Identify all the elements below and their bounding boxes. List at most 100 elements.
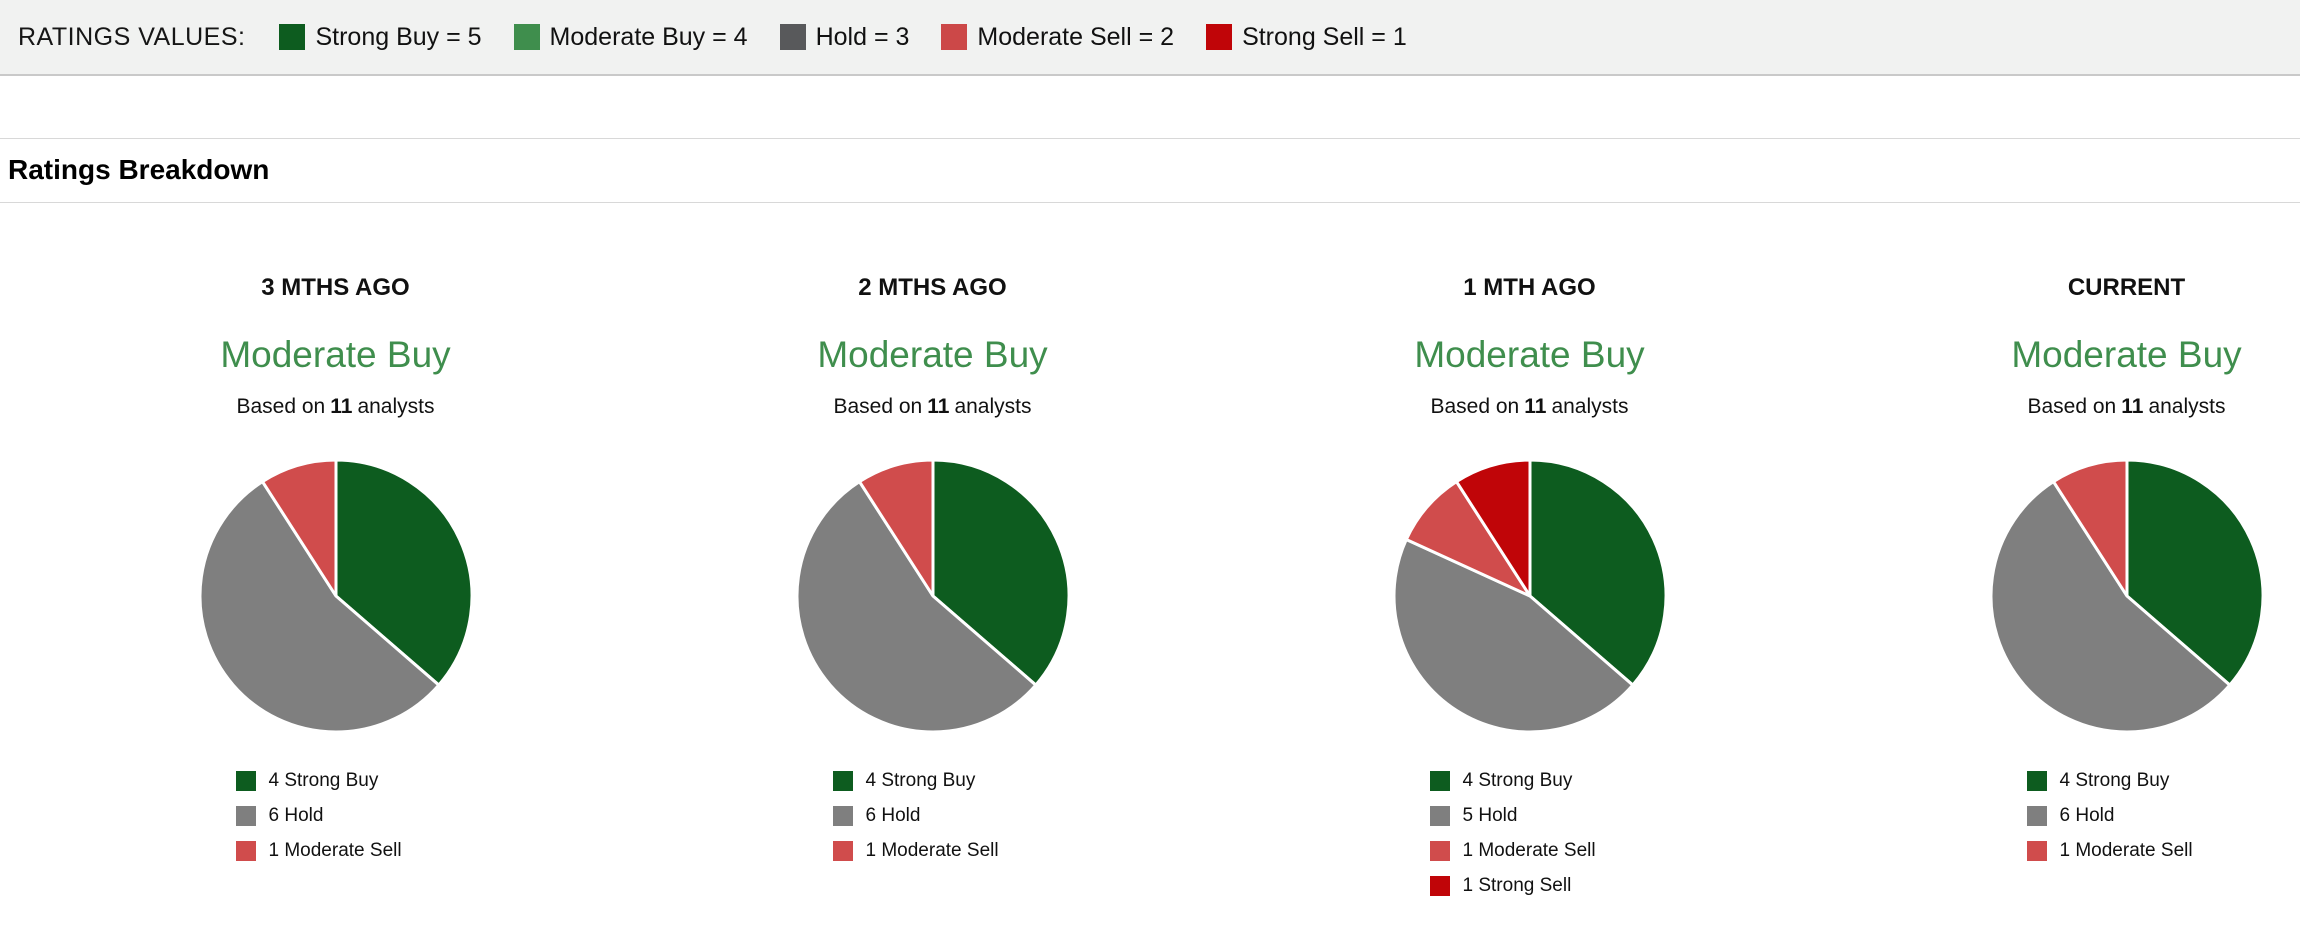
ratings-values-bar: RATINGS VALUES: Strong Buy = 5 Moderate …	[0, 0, 2300, 76]
pie-slice-hold	[794, 480, 1037, 734]
legend-label: 1 Moderate Sell	[268, 839, 402, 861]
legend-item: 1 Moderate Sell	[1429, 833, 1630, 868]
analyst-count-line: Based on 11 analysts	[634, 394, 1231, 420]
legend-item: 1 Strong Sell	[1429, 868, 1630, 903]
ratings-pie-chart	[197, 458, 473, 734]
legend-label: 4 Strong Buy	[1462, 769, 1573, 791]
strong-buy-swatch-icon	[279, 24, 306, 50]
analysts-text: analysts	[2148, 395, 2226, 418]
legend-swatch-icon	[1429, 840, 1450, 861]
moderate-sell-swatch-icon	[941, 24, 968, 50]
legend-label: 4 Strong Buy	[865, 769, 976, 791]
rating-value-item-moderate-sell: Moderate Sell = 2	[941, 23, 1174, 52]
consensus-rating: Moderate Buy	[220, 334, 451, 375]
ratings-breakdown-columns: 3 MTHS AGO Moderate Buy Based on 11 analys…	[37, 203, 2300, 903]
rating-value-text: Moderate Buy = 4	[549, 22, 748, 51]
based-on-text: Based on	[236, 395, 326, 418]
pie-slice-hold	[197, 480, 440, 734]
legend-item: 6 Hold	[2026, 798, 2227, 833]
consensus-rating: Moderate Buy	[817, 334, 1048, 375]
ratings-column-2-mths-ago: 2 MTHS AGO Moderate Buy Based on 11 analys…	[634, 203, 1231, 903]
period-heading: 2 MTHS AGO	[858, 274, 1007, 301]
analyst-count: 11	[330, 395, 353, 418]
period-heading: 3 MTHS AGO	[261, 274, 410, 301]
legend-item: 6 Hold	[832, 798, 1033, 833]
rating-value-item-hold: Hold = 3	[779, 22, 910, 52]
legend-label: 4 Strong Buy	[268, 769, 379, 791]
ratings-values-label: RATINGS VALUES:	[18, 22, 246, 51]
rating-value-item-moderate-buy: Moderate Buy = 4	[513, 22, 748, 52]
analyst-count: 11	[1524, 395, 1547, 418]
legend-swatch-icon	[1429, 875, 1450, 896]
pie-slice-strong-buy	[931, 458, 1070, 687]
pie-slice-strong-sell	[1454, 458, 1531, 598]
consensus-rating: Moderate Buy	[2011, 334, 2242, 375]
legend-label: 1 Moderate Sell	[865, 839, 999, 861]
legend-label: 6 Hold	[865, 804, 921, 826]
analyst-count: 11	[2121, 395, 2144, 418]
legend-item: 5 Hold	[1429, 798, 1630, 833]
legend-item: 1 Moderate Sell	[235, 833, 436, 868]
rating-value-item-strong-sell: Strong Sell = 1	[1206, 23, 1407, 52]
pie-slice-moderate-sell	[260, 458, 337, 598]
rating-value-text: Strong Buy = 5	[315, 22, 482, 51]
pie-slice-hold	[1392, 538, 1634, 734]
based-on-text: Based on	[2027, 395, 2117, 418]
legend-item: 4 Strong Buy	[2026, 763, 2227, 798]
pie-slice-strong-buy	[2125, 458, 2264, 687]
legend-label: 6 Hold	[268, 804, 324, 826]
pie-legend: 4 Strong Buy 5 Hold 1 Moderate Sell 1 Stron…	[1429, 763, 1630, 903]
legend-label: 4 Strong Buy	[2059, 769, 2170, 791]
period-heading: 1 MTH AGO	[1463, 274, 1596, 301]
analyst-count-line: Based on 11 analysts	[1828, 394, 2300, 420]
legend-item: 1 Moderate Sell	[832, 833, 1033, 868]
legend-swatch-icon	[2026, 840, 2047, 861]
pie-legend: 4 Strong Buy 6 Hold 1 Moderate Sell	[2026, 763, 2227, 868]
legend-swatch-icon	[1429, 770, 1450, 791]
legend-item: 4 Strong Buy	[832, 763, 1033, 798]
legend-swatch-icon	[832, 770, 853, 791]
period-heading: CURRENT	[2067, 274, 2186, 301]
moderate-buy-swatch-icon	[513, 24, 540, 50]
legend-label: 1 Moderate Sell	[2059, 839, 2193, 861]
analysts-text: analysts	[357, 395, 435, 418]
legend-label: 6 Hold	[2059, 804, 2115, 826]
legend-swatch-icon	[2026, 770, 2047, 791]
legend-item: 1 Moderate Sell	[2026, 833, 2227, 868]
rating-value-item-strong-buy: Strong Buy = 5	[279, 22, 482, 52]
legend-swatch-icon	[1429, 805, 1450, 826]
pie-legend: 4 Strong Buy 6 Hold 1 Moderate Sell	[235, 763, 436, 868]
legend-swatch-icon	[2026, 805, 2047, 826]
legend-swatch-icon	[832, 805, 853, 826]
legend-swatch-icon	[235, 840, 256, 861]
legend-label: 5 Hold	[1462, 804, 1518, 826]
rating-value-text: Hold = 3	[815, 22, 910, 51]
consensus-rating: Moderate Buy	[1414, 334, 1645, 375]
ratings-column-1-mth-ago: 1 MTH AGO Moderate Buy Based on 11 analyst…	[1231, 203, 1828, 903]
analyst-count-line: Based on 11 analysts	[1231, 394, 1828, 420]
legend-label: 1 Strong Sell	[1462, 874, 1572, 896]
analysts-text: analysts	[1551, 395, 1629, 418]
pie-slice-moderate-sell	[857, 458, 934, 598]
hold-swatch-icon	[779, 24, 806, 50]
legend-item: 4 Strong Buy	[1429, 763, 1630, 798]
analyst-count-line: Based on 11 analysts	[37, 394, 634, 420]
page-title: Ratings Breakdown	[8, 154, 270, 185]
analyst-count: 11	[927, 395, 950, 418]
analysts-text: analysts	[954, 395, 1032, 418]
ratings-pie-chart	[794, 458, 1070, 734]
legend-label: 1 Moderate Sell	[1462, 839, 1596, 861]
ratings-column-3-mths-ago: 3 MTHS AGO Moderate Buy Based on 11 analys…	[37, 203, 634, 903]
pie-slice-moderate-sell	[2051, 458, 2128, 598]
legend-swatch-icon	[235, 770, 256, 791]
pie-slice-strong-buy	[1528, 458, 1667, 687]
based-on-text: Based on	[833, 395, 923, 418]
rating-value-text: Moderate Sell = 2	[977, 22, 1175, 51]
strong-sell-swatch-icon	[1206, 24, 1233, 50]
ratings-pie-chart	[1392, 458, 1667, 734]
ratings-column-current: CURRENT Moderate Buy Based on 11 analysts …	[1828, 203, 2300, 903]
legend-item: 6 Hold	[235, 798, 436, 833]
legend-swatch-icon	[832, 840, 853, 861]
section-header: Ratings Breakdown	[0, 138, 2300, 203]
pie-slice-hold	[1988, 480, 2231, 734]
